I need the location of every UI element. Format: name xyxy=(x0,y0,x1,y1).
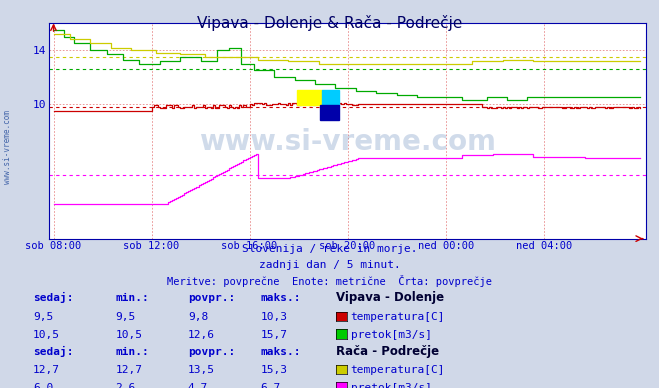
Text: Meritve: povprečne  Enote: metrične  Črta: povprečje: Meritve: povprečne Enote: metrične Črta:… xyxy=(167,275,492,288)
Text: 6,0: 6,0 xyxy=(33,383,53,388)
Text: povpr.:: povpr.: xyxy=(188,293,235,303)
Text: 15,7: 15,7 xyxy=(260,329,287,340)
Text: Vipava - Dolenje & Rača - Podrečje: Vipava - Dolenje & Rača - Podrečje xyxy=(197,15,462,31)
Text: Vipava - Dolenje: Vipava - Dolenje xyxy=(336,291,444,304)
Text: temperatura[C]: temperatura[C] xyxy=(351,365,445,375)
Text: 10,3: 10,3 xyxy=(260,312,287,322)
Text: 4,7: 4,7 xyxy=(188,383,208,388)
Text: 2,6: 2,6 xyxy=(115,383,136,388)
Text: 15,3: 15,3 xyxy=(260,365,287,375)
Text: 9,8: 9,8 xyxy=(188,312,208,322)
Bar xyxy=(320,105,339,120)
Text: 13,5: 13,5 xyxy=(188,365,215,375)
Text: 6,7: 6,7 xyxy=(260,383,281,388)
Text: maks.:: maks.: xyxy=(260,293,301,303)
Text: sedaj:: sedaj: xyxy=(33,292,73,303)
Text: povpr.:: povpr.: xyxy=(188,347,235,357)
Text: maks.:: maks.: xyxy=(260,347,301,357)
Text: 12,7: 12,7 xyxy=(33,365,60,375)
Text: www.si-vreme.com: www.si-vreme.com xyxy=(199,128,496,156)
Text: 9,5: 9,5 xyxy=(115,312,136,322)
Text: sedaj:: sedaj: xyxy=(33,346,73,357)
Text: min.:: min.: xyxy=(115,293,149,303)
Text: Rača - Podrečje: Rača - Podrečje xyxy=(336,345,439,358)
Text: 10,5: 10,5 xyxy=(33,329,60,340)
Text: zadnji dan / 5 minut.: zadnji dan / 5 minut. xyxy=(258,260,401,270)
Text: pretok[m3/s]: pretok[m3/s] xyxy=(351,329,432,340)
Text: temperatura[C]: temperatura[C] xyxy=(351,312,445,322)
Text: 12,6: 12,6 xyxy=(188,329,215,340)
Bar xyxy=(297,90,322,105)
Text: min.:: min.: xyxy=(115,347,149,357)
Text: Slovenija / reke in morje.: Slovenija / reke in morje. xyxy=(242,244,417,255)
Text: 10,5: 10,5 xyxy=(115,329,142,340)
Text: 9,5: 9,5 xyxy=(33,312,53,322)
Text: 12,7: 12,7 xyxy=(115,365,142,375)
Text: www.si-vreme.com: www.si-vreme.com xyxy=(3,111,13,184)
Text: pretok[m3/s]: pretok[m3/s] xyxy=(351,383,432,388)
Bar xyxy=(322,90,339,105)
